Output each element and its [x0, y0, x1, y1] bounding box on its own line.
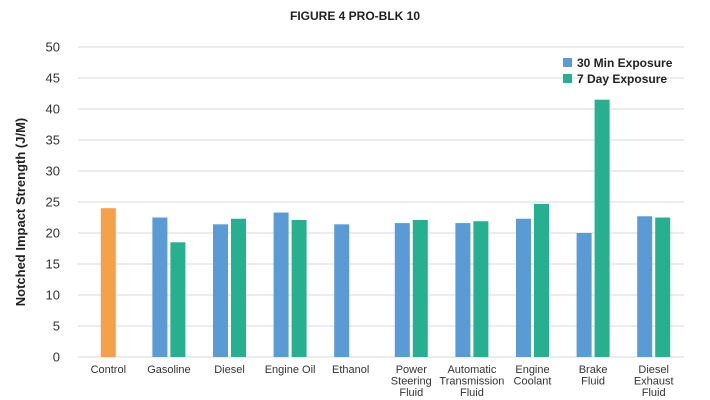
- x-tick-label: Brake Fluid: [579, 364, 608, 388]
- y-tick-label: 45: [46, 71, 60, 86]
- chart-title: FIGURE 4 PRO-BLK 10: [290, 9, 420, 23]
- x-tick-label: Engine Coolant: [514, 364, 552, 388]
- x-tick-label: Control: [91, 364, 126, 376]
- y-axis-ticks: 0 5 10 15 20 25 30 35 40 45 50: [46, 40, 60, 365]
- x-axis-ticks: Control Gasoline Diesel Engine Oil Ethanol Po…: [91, 364, 674, 399]
- y-tick-label: 10: [46, 288, 60, 303]
- bar-30min: [455, 223, 471, 357]
- x-tick-label: Engine Oil: [265, 364, 316, 376]
- y-axis-label: Notched Impact Strength (J/M): [13, 118, 28, 307]
- y-tick-label: 35: [46, 133, 60, 148]
- x-tick-label: Automatic Transmission Fluid: [439, 364, 504, 399]
- y-tick-label: 40: [46, 102, 60, 117]
- y-tick-label: 30: [46, 164, 60, 179]
- bar-7day: [534, 203, 549, 357]
- bar-7day: [231, 218, 246, 357]
- bar-30min: [516, 218, 531, 357]
- y-tick-label: 15: [46, 257, 60, 272]
- y-tick-label: 20: [46, 226, 60, 241]
- x-tick-label: Diesel Exhaust Fluid: [634, 364, 674, 399]
- bar-7day: [655, 217, 671, 357]
- x-tick-label: Diesel: [214, 364, 245, 376]
- legend-label: 30 Min Exposure: [577, 56, 673, 70]
- gridlines: [78, 46, 684, 358]
- bar-30min: [576, 233, 592, 357]
- bar-7day: [594, 99, 610, 357]
- y-tick-label: 25: [46, 195, 60, 210]
- y-tick-label: 0: [53, 350, 60, 365]
- bar-30min: [152, 217, 168, 357]
- bar-control: [100, 208, 116, 357]
- bar-30min: [213, 224, 228, 357]
- x-tick-label: Gasoline: [147, 364, 190, 376]
- legend-label: 7 Day Exposure: [577, 72, 667, 86]
- x-tick-label: Ethanol: [332, 364, 369, 376]
- bars: [100, 99, 671, 357]
- bar-30min: [637, 216, 653, 357]
- legend-swatch: [563, 58, 572, 67]
- bar-30min: [273, 212, 289, 357]
- bar-7day: [291, 219, 307, 357]
- bar-7day: [170, 242, 186, 357]
- y-tick-label: 50: [46, 40, 60, 55]
- bar-7day: [412, 219, 428, 357]
- bar-30min: [334, 224, 350, 357]
- bar-30min: [394, 223, 410, 357]
- x-tick-label: Power Steering Fluid: [391, 364, 432, 399]
- y-tick-label: 5: [53, 319, 60, 334]
- legend-swatch: [563, 74, 572, 83]
- legend: 30 Min Exposure 7 Day Exposure: [563, 56, 673, 86]
- bar-7day: [473, 221, 489, 357]
